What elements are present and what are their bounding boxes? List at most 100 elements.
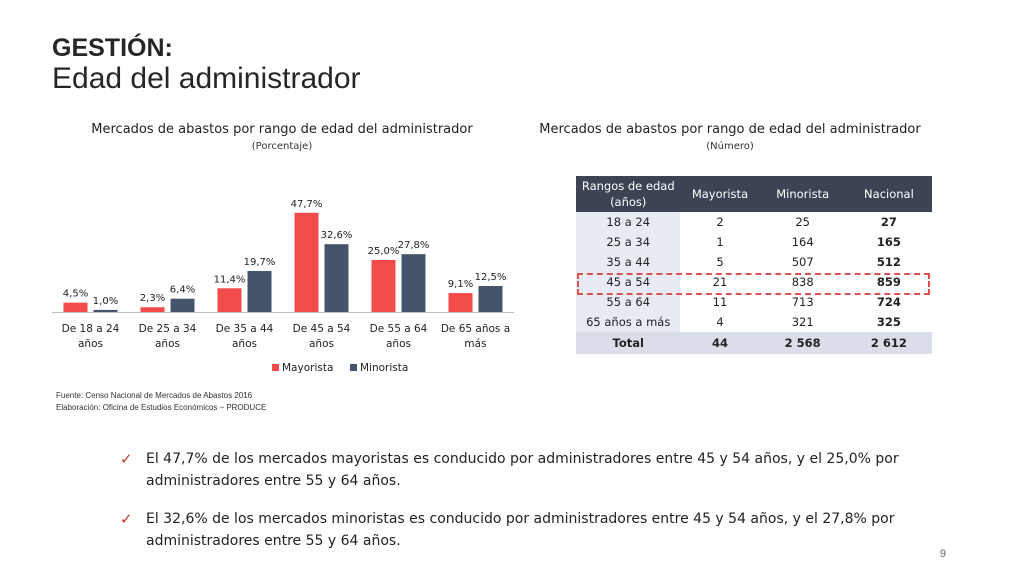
legend-label-minorista: Minorista (360, 362, 408, 374)
bar-mayorista (448, 293, 473, 312)
cell-nacional: 165 (845, 232, 932, 252)
cell-nacional: 27 (845, 212, 932, 232)
data-label: 9,1% (448, 279, 473, 290)
cell-age-range: 65 años a más (576, 312, 681, 332)
bullet-text: El 47,7% de los mercados mayoristas es c… (146, 451, 899, 489)
cell-nacional: 859 (845, 272, 932, 292)
table-row: 65 años a más 4 321 325 (576, 312, 932, 332)
cell-minorista: 164 (759, 232, 846, 252)
table-row: 55 a 64 11 713 724 (576, 292, 932, 312)
cell-age-range: 55 a 64 (576, 292, 681, 312)
bar-minorista (170, 298, 195, 312)
data-label: 6,4% (170, 285, 195, 296)
table-row: 45 a 54 21 838 859 (576, 272, 932, 292)
slide-title-block: GESTIÓN: Edad del administrador (52, 34, 361, 96)
header-nacional: Nacional (845, 176, 932, 212)
data-label: 2,3% (140, 293, 165, 304)
cell-nacional: 512 (845, 252, 932, 272)
bullet-text: El 32,6% de los mercados minoristas es c… (146, 511, 895, 549)
table-header-row: Rangos de edad (años) Mayorista Minorist… (576, 176, 932, 212)
bullet-item: ✓ El 32,6% de los mercados minoristas es… (120, 508, 900, 552)
cell-minorista: 838 (759, 272, 846, 292)
x-tick-label: años (155, 338, 180, 350)
check-icon: ✓ (120, 510, 133, 528)
bar-minorista (247, 271, 272, 312)
header-mayorista: Mayorista (680, 176, 760, 212)
data-label: 27,8% (398, 240, 430, 251)
cell-age-range: 25 a 34 (576, 232, 681, 252)
x-tick-label: años (232, 338, 257, 350)
bar-minorista (324, 244, 349, 312)
cell-mayorista: 1 (680, 232, 760, 252)
cell-nacional: 325 (845, 312, 932, 332)
x-tick-label: De 35 a 44 (216, 323, 274, 335)
source-line: Fuente: Censo Nacional de Mercados de Ab… (56, 391, 253, 400)
total-minorista: 2 568 (759, 332, 846, 354)
data-label: 32,6% (321, 230, 353, 241)
bar-chart: 4,5% 1,0% De 18 a 24 años 2,3% 6,4% De 25 a 34… (52, 199, 514, 374)
x-tick-label: años (309, 338, 334, 350)
header-minorista: Minorista (759, 176, 846, 212)
legend-label-mayorista: Mayorista (282, 362, 333, 374)
data-label: 47,7% (291, 199, 323, 210)
data-label: 1,0% (93, 296, 118, 307)
legend-swatch-minorista (350, 364, 357, 371)
cell-mayorista: 4 (680, 312, 760, 332)
cell-minorista: 321 (759, 312, 846, 332)
cell-mayorista: 2 (680, 212, 760, 232)
data-label: 4,5% (63, 289, 88, 300)
page-number: 9 (939, 548, 946, 560)
elaboration-line: Elaboración: Oficina de Estudios Económi… (56, 403, 267, 412)
data-label: 12,5% (475, 272, 507, 283)
data-label: 25,0% (368, 246, 400, 257)
bullet-item: ✓ El 47,7% de los mercados mayoristas es… (120, 448, 900, 492)
table-row: 35 a 44 5 507 512 (576, 252, 932, 272)
cell-mayorista: 5 (680, 252, 760, 272)
bar-minorista (401, 254, 426, 312)
bar-mayorista (217, 288, 242, 312)
x-tick-label: más (464, 338, 486, 350)
table-row: 25 a 34 1 164 165 (576, 232, 932, 252)
chart-subtitle: (Porcentaje) (251, 141, 313, 152)
cell-minorista: 507 (759, 252, 846, 272)
bar-mayorista (140, 307, 165, 312)
cell-mayorista: 21 (680, 272, 760, 292)
check-icon: ✓ (120, 450, 133, 468)
slide-title: GESTIÓN: (52, 34, 173, 62)
table-title: Mercados de abastos por rango de edad de… (539, 122, 921, 137)
data-table: Rangos de edad (años) Mayorista Minorist… (576, 176, 932, 354)
total-mayorista: 44 (680, 332, 760, 354)
legend-swatch-mayorista (272, 364, 279, 371)
bar-minorista (93, 309, 118, 312)
chart-title: Mercados de abastos por rango de edad de… (91, 122, 473, 137)
x-tick-label: De 65 años a (441, 323, 510, 335)
table-subtitle: (Número) (706, 141, 754, 152)
highlight-box (577, 273, 930, 295)
bar-mayorista (63, 302, 88, 312)
bar-mayorista (294, 212, 319, 312)
cell-nacional: 724 (845, 292, 932, 312)
table-total-row: Total 44 2 568 2 612 (576, 332, 932, 354)
cell-age-range: 35 a 44 (576, 252, 681, 272)
bar-mayorista (371, 260, 396, 312)
bullet-list: ✓ El 47,7% de los mercados mayoristas es… (120, 448, 900, 568)
total-nacional: 2 612 (845, 332, 932, 354)
data-label: 19,7% (244, 257, 276, 268)
bar-minorista (478, 286, 503, 312)
x-tick-label: De 55 a 64 (370, 323, 428, 335)
cell-minorista: 713 (759, 292, 846, 312)
x-tick-label: De 45 a 54 (293, 323, 351, 335)
data-label: 11,4% (214, 274, 246, 285)
source-note: Fuente: Censo Nacional de Mercados de Ab… (56, 390, 266, 414)
cell-age-range: 18 a 24 (576, 212, 681, 232)
x-tick-label: De 25 a 34 (139, 323, 197, 335)
x-tick-label: De 18 a 24 (62, 323, 120, 335)
x-tick-label: años (386, 338, 411, 350)
cell-age-range: 45 a 54 (576, 272, 681, 292)
cell-mayorista: 11 (680, 292, 760, 312)
total-label: Total (576, 332, 681, 354)
table-row: 18 a 24 2 25 27 (576, 212, 932, 232)
header-age-range: Rangos de edad (años) (576, 176, 681, 212)
slide-subtitle: Edad del administrador (52, 62, 361, 95)
cell-minorista: 25 (759, 212, 846, 232)
